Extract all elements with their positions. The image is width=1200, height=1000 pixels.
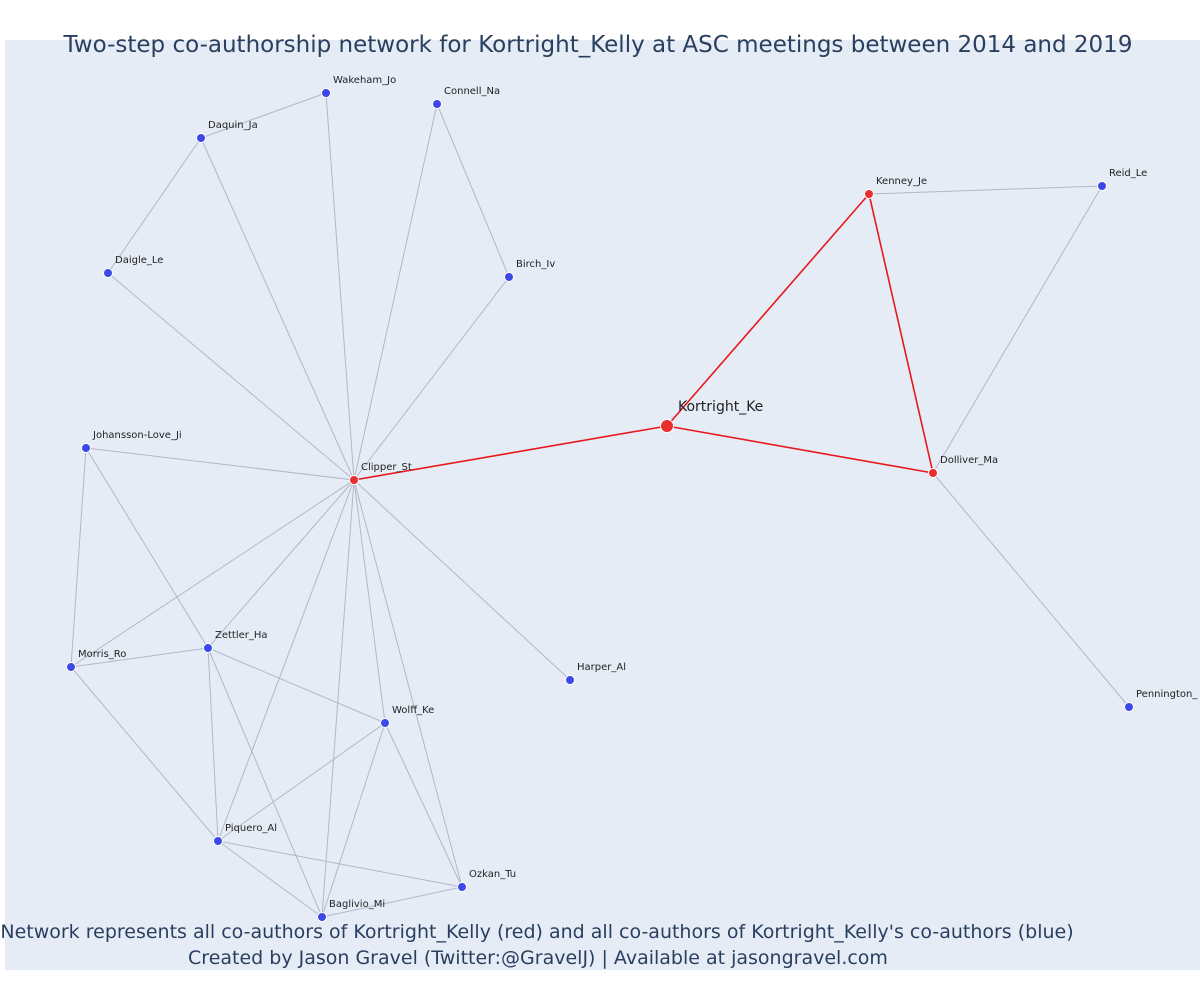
node-label-pennington: Pennington_: [1136, 689, 1198, 700]
edge-daquin-ja-daigle-le: [107, 137, 202, 274]
node-baglivio-mi[interactable]: [317, 912, 327, 922]
node-label-harper-al: Harper_Al: [577, 662, 626, 673]
edge-kortright-ke-dolliver-ma: [666, 425, 934, 474]
edge-clipper-st-baglivio-mi: [321, 479, 355, 918]
node-harper-al[interactable]: [565, 675, 575, 685]
edge-johansson-love-ji-zettler-ha: [85, 447, 209, 649]
node-label-connell-na: Connell_Na: [444, 86, 500, 97]
labels-layer: Kortright_Ke Clipper_St Kenney_Je Dolliver_…: [78, 75, 1198, 910]
edge-johansson-love-ji-clipper-st: [85, 447, 355, 481]
node-label-daigle-le: Daigle_Le: [115, 255, 163, 266]
edge-zettler-ha-wolff-ke: [207, 647, 386, 724]
edge-wolff-ke-ozkan-tu: [384, 722, 463, 888]
edge-daquin-ja-clipper-st: [200, 137, 355, 481]
node-birch-iv[interactable]: [504, 272, 514, 282]
node-label-dolliver-ma: Dolliver_Ma: [940, 455, 998, 466]
node-reid-le[interactable]: [1097, 181, 1107, 191]
node-clipper-st[interactable]: [349, 475, 359, 485]
node-label-wolff-ke: Wolff_Ke: [392, 705, 434, 716]
node-piquero-al[interactable]: [213, 836, 223, 846]
edge-birch-iv-clipper-st: [353, 276, 510, 481]
nodes-layer: [66, 88, 1134, 922]
diagram-title: Two-step co-authorship network for Kortr…: [63, 32, 1133, 58]
node-label-ozkan-tu: Ozkan_Tu: [469, 869, 516, 880]
edge-daquin-ja-wakeham-jo: [200, 92, 327, 139]
edges-layer: [70, 92, 1130, 918]
node-wolff-ke[interactable]: [380, 718, 390, 728]
node-daigle-le[interactable]: [103, 268, 113, 278]
edge-wolff-ke-piquero-al: [217, 722, 386, 842]
plot-background: [5, 40, 1200, 970]
node-label-morris-ro: Morris_Ro: [78, 649, 126, 660]
node-ozkan-tu[interactable]: [457, 882, 467, 892]
edge-morris-ro-zettler-ha: [70, 647, 209, 668]
node-label-zettler-ha: Zettler_Ha: [215, 630, 268, 641]
edge-wakeham-jo-clipper-st: [325, 92, 355, 481]
edge-connell-na-birch-iv: [436, 103, 510, 278]
node-label-kortright-ke: Kortright_Ke: [678, 399, 763, 415]
edge-dolliver-ma-pennington: [932, 472, 1130, 708]
caption-line-2: Created by Jason Gravel (Twitter:@Gravel…: [188, 947, 888, 969]
edge-baglivio-mi-ozkan-tu: [321, 886, 463, 918]
edge-clipper-st-ozkan-tu: [353, 479, 463, 888]
node-label-baglivio-mi: Baglivio_Mi: [329, 899, 385, 910]
edge-kortright-ke-clipper-st: [353, 425, 668, 481]
node-label-daquin-ja: Daquin_Ja: [208, 120, 258, 131]
node-johansson-love-ji[interactable]: [81, 443, 91, 453]
edge-morris-ro-clipper-st: [70, 479, 355, 668]
caption-line-1: Network represents all co-authors of Kor…: [0, 921, 1073, 943]
edge-piquero-al-ozkan-tu: [217, 840, 463, 888]
edge-daigle-le-clipper-st: [107, 272, 355, 481]
edge-clipper-st-wolff-ke: [353, 479, 386, 724]
node-kortright-ke[interactable]: [660, 419, 674, 433]
node-kenney-je[interactable]: [864, 189, 874, 199]
edge-wolff-ke-baglivio-mi: [321, 722, 386, 918]
edge-clipper-st-harper-al: [353, 479, 571, 681]
edge-zettler-ha-baglivio-mi: [207, 647, 323, 918]
edge-piquero-al-baglivio-mi: [217, 840, 323, 918]
edge-kortright-ke-kenney-je: [666, 193, 870, 427]
edge-morris-ro-piquero-al: [70, 666, 219, 842]
node-label-birch-iv: Birch_Iv: [516, 259, 555, 270]
node-label-wakeham-jo: Wakeham_Jo: [333, 75, 396, 86]
edge-kenney-je-dolliver-ma: [868, 193, 934, 474]
node-connell-na[interactable]: [432, 99, 442, 109]
node-label-reid-le: Reid_Le: [1109, 168, 1147, 179]
edge-dolliver-ma-reid-le: [932, 185, 1103, 474]
node-zettler-ha[interactable]: [203, 643, 213, 653]
edge-zettler-ha-piquero-al: [207, 647, 219, 842]
edge-connell-na-clipper-st: [353, 103, 438, 481]
edge-clipper-st-piquero-al: [217, 479, 355, 842]
edge-kenney-je-reid-le: [868, 185, 1103, 195]
node-label-johansson-love-ji: Johansson-Love_Ji: [92, 430, 182, 441]
node-daquin-ja[interactable]: [196, 133, 206, 143]
node-dolliver-ma[interactable]: [928, 468, 938, 478]
node-pennington[interactable]: [1124, 702, 1134, 712]
edge-zettler-ha-clipper-st: [207, 479, 355, 649]
node-morris-ro[interactable]: [66, 662, 76, 672]
node-label-piquero-al: Piquero_Al: [225, 823, 277, 834]
edge-johansson-love-ji-morris-ro: [70, 447, 87, 668]
node-label-clipper-st: Clipper_St: [361, 462, 412, 473]
node-label-kenney-je: Kenney_Je: [876, 176, 927, 187]
node-wakeham-jo[interactable]: [321, 88, 331, 98]
